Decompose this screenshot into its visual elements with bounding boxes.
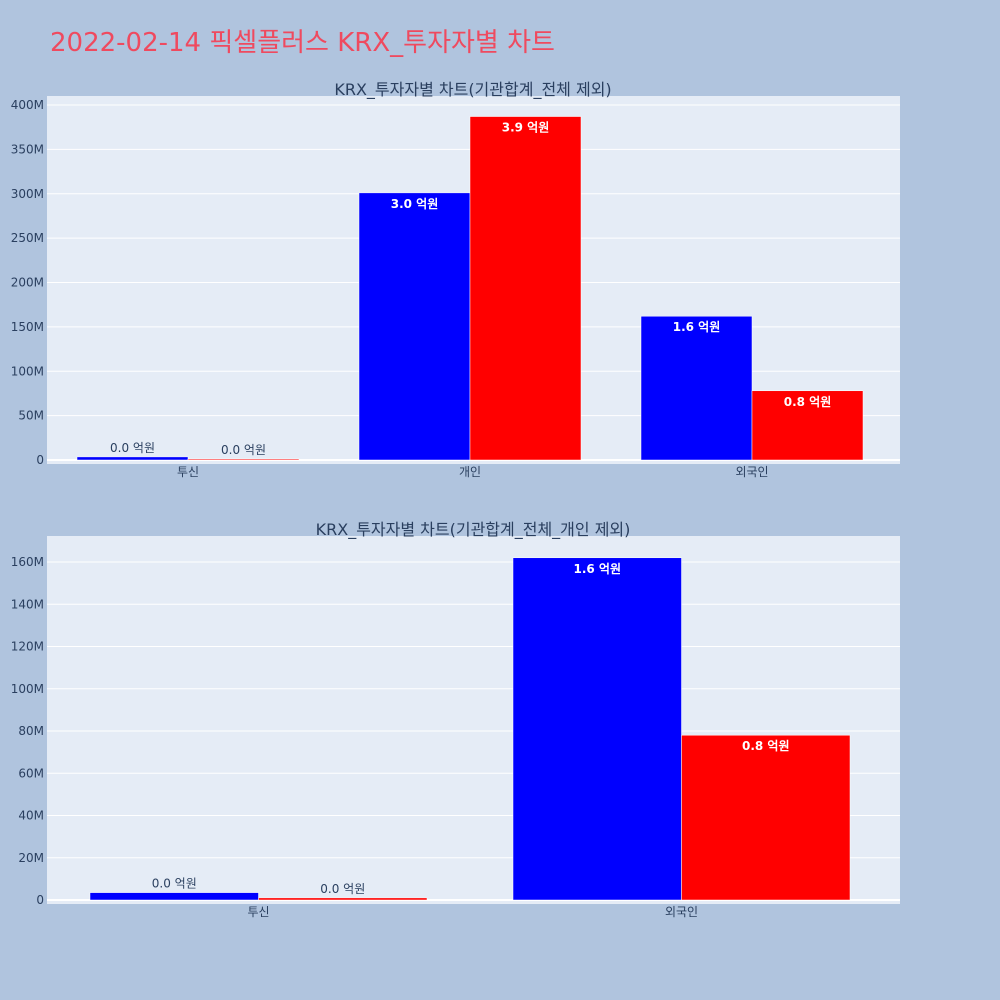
bar[interactable]: [187, 458, 300, 461]
y-tick-label: 300M: [11, 187, 44, 201]
bar[interactable]: [751, 390, 864, 461]
y-tick-label: 250M: [11, 231, 44, 245]
y-tick-label: 0: [36, 453, 44, 467]
bar[interactable]: [76, 456, 189, 461]
y-tick-label: 140M: [11, 597, 44, 611]
bar-label: 0.0 억원: [320, 882, 365, 896]
bar-label: 0.0 억원: [152, 877, 197, 891]
x-tick-label: 투신: [247, 905, 269, 919]
y-tick-label: 80M: [18, 724, 44, 738]
x-tick-label: 외국인: [665, 905, 698, 919]
chart-top: KRX_투자자별 차트(기관합계_전체 제외) 0 50M 100M 150M 200M…: [11, 80, 900, 479]
y-tick-label: 0: [36, 893, 44, 907]
x-tick-label: 투신: [177, 465, 199, 479]
bar-label: 1.6 억원: [573, 562, 621, 576]
bar-label: 0.8 억원: [742, 739, 790, 753]
bar[interactable]: [640, 315, 753, 461]
bar[interactable]: [681, 734, 851, 901]
y-tick-label: 200M: [11, 276, 44, 290]
bar-label: 0.8 억원: [784, 395, 832, 409]
y-tick-label: 40M: [18, 809, 44, 823]
chart-title: KRX_투자자별 차트(기관합계_전체 제외): [334, 80, 611, 100]
bar-label: 3.9 억원: [502, 121, 550, 135]
bar[interactable]: [258, 897, 428, 901]
bar-label: 1.6 억원: [673, 320, 721, 334]
page-title: 2022-02-14 픽셀플러스 KRX_투자자별 차트: [50, 28, 555, 58]
y-tick-label: 120M: [11, 640, 44, 654]
y-tick-label: 350M: [11, 142, 44, 156]
y-tick-label: 100M: [11, 364, 44, 378]
bar[interactable]: [469, 116, 582, 461]
chart-title: KRX_투자자별 차트(기관합계_전체_개인 제외): [316, 520, 631, 540]
bar-label: 0.0 억원: [221, 443, 266, 457]
y-tick-label: 400M: [11, 98, 44, 112]
bar-label: 3.0 억원: [391, 197, 439, 211]
bar[interactable]: [512, 557, 682, 901]
y-tick-label: 50M: [18, 409, 44, 423]
y-tick-label: 20M: [18, 851, 44, 865]
bar-label: 0.0 억원: [110, 441, 155, 455]
y-tick-label: 150M: [11, 320, 44, 334]
y-tick-label: 160M: [11, 555, 44, 569]
x-tick-label: 개인: [459, 465, 481, 479]
bar[interactable]: [358, 192, 471, 461]
y-tick-label: 60M: [18, 766, 44, 780]
x-tick-label: 외국인: [735, 465, 768, 479]
chart-bottom: KRX_투자자별 차트(기관합계_전체_개인 제외) 0 20M 40M 60M 80M…: [11, 520, 900, 919]
y-tick-label: 100M: [11, 682, 44, 696]
bar[interactable]: [89, 892, 259, 901]
